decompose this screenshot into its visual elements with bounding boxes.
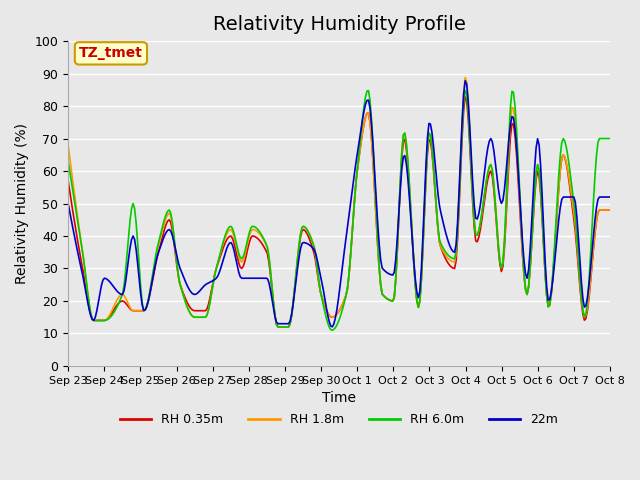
RH 6.0m: [606, 136, 614, 142]
X-axis label: Time: Time: [322, 391, 356, 405]
RH 6.0m: [579, 307, 587, 313]
RH 6.0m: [301, 224, 309, 230]
RH 6.0m: [226, 224, 234, 229]
RH 6.0m: [244, 236, 252, 242]
Title: Relativity Humidity Profile: Relativity Humidity Profile: [212, 15, 465, 34]
RH 1.8m: [461, 75, 469, 81]
22m: [226, 240, 234, 246]
Line: RH 0.35m: RH 0.35m: [68, 97, 610, 327]
RH 6.0m: [64, 158, 72, 164]
RH 1.8m: [253, 228, 260, 234]
RH 1.8m: [303, 226, 310, 232]
22m: [301, 240, 309, 246]
22m: [606, 194, 614, 200]
RH 6.0m: [131, 205, 138, 211]
RH 0.35m: [131, 308, 138, 313]
Line: RH 1.8m: RH 1.8m: [68, 78, 610, 327]
RH 1.8m: [64, 142, 72, 148]
RH 0.35m: [244, 246, 252, 252]
22m: [131, 237, 138, 242]
RH 6.0m: [461, 88, 469, 94]
RH 0.35m: [274, 324, 282, 330]
RH 0.35m: [253, 235, 260, 240]
RH 1.8m: [131, 308, 138, 313]
22m: [328, 324, 336, 330]
RH 0.35m: [606, 207, 614, 213]
Y-axis label: Relativity Humidity (%): Relativity Humidity (%): [15, 123, 29, 284]
22m: [253, 276, 260, 281]
RH 0.35m: [579, 312, 587, 317]
RH 1.8m: [606, 207, 614, 213]
RH 6.0m: [253, 226, 260, 231]
22m: [64, 201, 72, 206]
RH 0.35m: [64, 178, 72, 184]
RH 0.35m: [226, 233, 234, 239]
RH 0.35m: [303, 230, 310, 236]
RH 1.8m: [579, 308, 587, 313]
Text: TZ_tmet: TZ_tmet: [79, 47, 143, 60]
22m: [244, 276, 252, 281]
22m: [461, 78, 469, 84]
RH 6.0m: [328, 327, 336, 333]
Legend: RH 0.35m, RH 1.8m, RH 6.0m, 22m: RH 0.35m, RH 1.8m, RH 6.0m, 22m: [115, 408, 563, 431]
Line: 22m: 22m: [68, 81, 610, 327]
Line: RH 6.0m: RH 6.0m: [68, 91, 610, 330]
RH 0.35m: [461, 94, 469, 100]
RH 1.8m: [226, 227, 234, 233]
RH 1.8m: [244, 240, 252, 245]
RH 1.8m: [274, 324, 282, 330]
22m: [579, 296, 587, 301]
